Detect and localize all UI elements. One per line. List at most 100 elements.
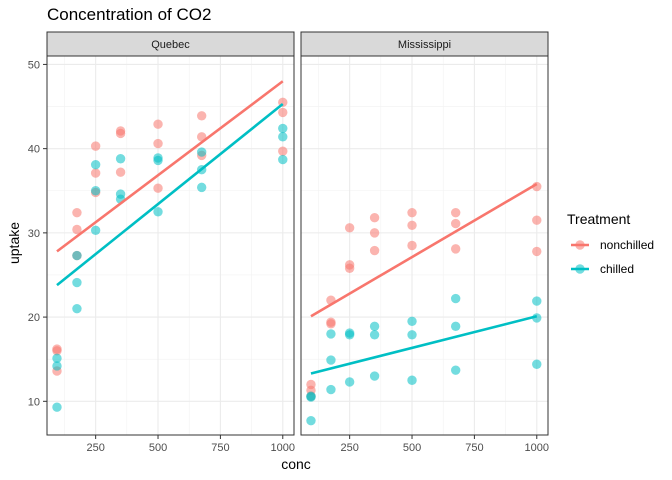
chilled-point [369,321,380,332]
nonchilled-point [532,246,542,257]
x-tick-label: 250 [86,442,104,454]
y-tick-label: 10 [28,396,40,408]
y-axis-title: uptake [6,222,22,264]
y-tick-label: 50 [28,59,40,71]
x-tick-label: 750 [465,442,483,454]
chilled-point [72,303,82,314]
nonchilled-point [278,107,288,118]
nonchilled-point [153,138,163,149]
chilled-point [306,391,316,401]
nonchilled-point [450,218,461,229]
chilled-point [115,154,126,164]
legend-item-nonchilled: nonchilled [571,238,654,252]
nonchilled-point [72,224,82,235]
nonchilled-fit-line [56,80,284,253]
nonchilled-point [115,126,126,136]
nonchilled-point [153,119,163,129]
panels: Quebec 250 500 750 1000 10 20 30 40 50 Mississippi… [28,31,549,454]
nonchilled-point [369,245,380,256]
chilled-point [278,123,288,134]
panel-background [301,56,548,435]
chilled-fit-line [310,314,538,375]
nonchilled-point [196,111,207,121]
nonchilled-point [344,263,355,273]
strip-label: Quebec [151,39,190,51]
nonchilled-point [153,183,163,193]
chilled-point [153,153,163,163]
nonchilled-point [532,215,542,225]
nonchilled-point [407,220,417,230]
chilled-point [52,402,62,412]
nonchilled-point [407,207,417,218]
nonchilled-fit-line [310,182,538,318]
chilled-point [450,293,461,304]
chilled-point [90,159,101,170]
chilled-point [196,182,207,193]
legend-label: chilled [600,262,634,276]
chilled-point [407,316,417,326]
chart-title: Concentration of CO2 [47,5,211,24]
legend-point-key [575,264,585,274]
chilled-point [369,330,380,340]
y-tick-label: 30 [28,228,40,240]
chilled-point [344,377,355,387]
panel-mississippi: Mississippi 250 500 750 1000 [300,31,549,454]
x-tick-label: 250 [340,442,358,454]
chilled-point [344,330,355,340]
chilled-point [407,375,417,385]
chilled-point [278,132,288,142]
chilled-point [450,365,461,375]
chilled-point [306,415,316,426]
chilled-point [72,277,82,288]
x-tick-label: 1000 [271,442,295,454]
chilled-point [450,321,461,332]
nonchilled-point [344,223,355,233]
nonchilled-point [115,167,126,177]
chilled-point [407,330,417,340]
y-tick-label: 20 [28,312,40,324]
x-tick-label: 500 [149,442,167,454]
y-tick-label: 40 [28,144,40,156]
nonchilled-point [52,344,62,354]
nonchilled-point [90,141,101,151]
nonchilled-point [369,228,380,238]
nonchilled-point [450,244,461,254]
legend-point-key [575,240,585,250]
legend: Treatment nonchilled chilled [567,211,654,276]
legend-label: nonchilled [600,238,654,252]
x-tick-label: 750 [211,442,229,454]
legend-item-chilled: chilled [571,262,634,276]
chilled-point [196,147,207,157]
panel-quebec: Quebec 250 500 750 1000 10 20 30 40 50 [28,31,295,454]
chilled-point [326,355,336,365]
chilled-point [72,250,82,261]
strip-label: Mississippi [398,39,451,51]
nonchilled-point [72,207,82,218]
nonchilled-point [90,168,101,178]
chilled-point [278,154,288,165]
nonchilled-point [450,207,461,218]
chilled-point [52,353,62,364]
chilled-point [369,371,380,381]
x-tick-label: 1000 [525,442,549,454]
strip-background [300,31,549,57]
chilled-point [52,361,62,371]
chilled-point [90,225,101,236]
chilled-point [153,207,163,217]
x-tick-label: 500 [403,442,421,454]
chilled-point [326,329,336,339]
panel-background [47,56,294,435]
chilled-fit-line [56,102,284,287]
chilled-point [532,359,542,369]
chilled-point [326,384,336,395]
nonchilled-point [278,146,288,156]
nonchilled-point [326,317,336,327]
x-axis-title: conc [281,456,311,472]
strip-background [46,31,295,57]
nonchilled-point [407,240,417,251]
chilled-point [532,296,542,306]
chilled-point [90,186,101,196]
legend-title: Treatment [567,211,630,227]
nonchilled-point [369,213,380,223]
